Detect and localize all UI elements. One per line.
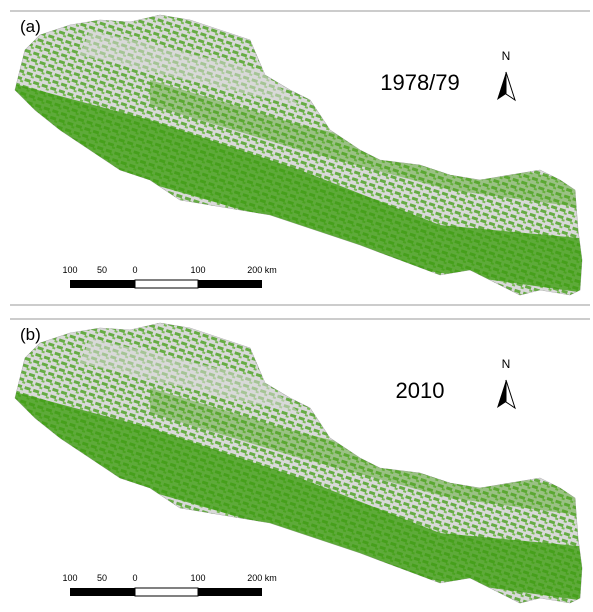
year-label: 2010 [396, 378, 445, 403]
scale-label: 100 [62, 265, 77, 275]
scale-label: 50 [97, 573, 107, 583]
scale-label: 0 [132, 573, 137, 583]
scale-label: 0 [132, 265, 137, 275]
scale-label: 100 [62, 573, 77, 583]
scale-label: 50 [97, 265, 107, 275]
scale-label: 200 km [247, 265, 277, 275]
panel-label: (a) [20, 17, 41, 36]
panel-b: (b) 2010 N 100 50 0 100 200 km [0, 318, 593, 612]
panel-label: (b) [20, 325, 41, 344]
figure: (a) 1978/79 N 100 50 0 100 200 km (b) 20… [0, 0, 593, 612]
scale-bar [70, 588, 262, 596]
scale-label: 100 [190, 265, 205, 275]
year-label: 1978/79 [380, 70, 460, 95]
north-arrow [497, 72, 515, 100]
north-label: N [502, 357, 511, 371]
north-arrow [497, 380, 515, 408]
north-label: N [502, 49, 511, 63]
scale-label: 100 [190, 573, 205, 583]
panel-a: (a) 1978/79 N 100 50 0 100 200 km [0, 10, 593, 310]
scale-label: 200 km [247, 573, 277, 583]
scale-bar [70, 280, 262, 288]
